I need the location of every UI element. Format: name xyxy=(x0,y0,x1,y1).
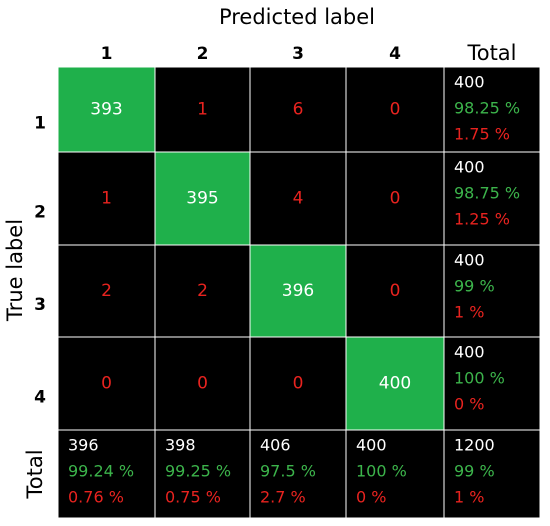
summary-accuracy: 98.25 % xyxy=(454,99,520,118)
summary-error: 0.76 % xyxy=(68,488,124,507)
cell-value: 1 xyxy=(101,189,112,209)
summary-cell xyxy=(249,429,347,519)
row-label: 1 xyxy=(34,114,46,134)
cell-value: 0 xyxy=(390,189,401,209)
summary-cell xyxy=(443,66,541,153)
cell-value: 2 xyxy=(197,281,208,301)
summary-cell xyxy=(443,336,541,431)
matrix-cell xyxy=(154,244,251,338)
summary-count: 400 xyxy=(454,251,485,270)
summary-accuracy: 99 % xyxy=(454,462,495,481)
summary-count: 400 xyxy=(356,436,387,455)
cell-value: 2 xyxy=(101,281,112,301)
summary-error: 0 % xyxy=(356,488,386,507)
cell-value: 0 xyxy=(390,100,401,120)
y-axis-title: True label xyxy=(3,219,27,322)
summary-accuracy: 99 % xyxy=(454,277,495,296)
summary-count: 398 xyxy=(165,436,196,455)
summary-accuracy: 97.5 % xyxy=(260,462,316,481)
summary-count: 396 xyxy=(68,436,99,455)
summary-cell xyxy=(154,429,251,519)
summary-count: 400 xyxy=(454,73,485,92)
total-column-header: Total xyxy=(466,41,516,65)
summary-accuracy: 100 % xyxy=(454,369,505,388)
summary-cell xyxy=(345,429,445,519)
column-label: 4 xyxy=(389,44,401,64)
row-label: 4 xyxy=(34,388,46,408)
summary-error: 1.25 % xyxy=(454,210,510,229)
summary-count: 400 xyxy=(454,158,485,177)
cell-value: 393 xyxy=(90,100,122,120)
summary-error: 0.75 % xyxy=(165,488,221,507)
cell-value: 400 xyxy=(379,374,411,394)
summary-error: 1.75 % xyxy=(454,125,510,144)
matrix-cell xyxy=(57,244,156,338)
row-label: 2 xyxy=(34,203,46,223)
matrix-cell xyxy=(57,336,156,431)
row-label: 3 xyxy=(34,295,46,315)
matrix-cell xyxy=(154,336,251,431)
summary-error: 2.7 % xyxy=(260,488,306,507)
summary-accuracy: 98.75 % xyxy=(454,184,520,203)
cell-value: 0 xyxy=(197,374,208,394)
matrix-cell xyxy=(345,151,445,246)
cell-value: 4 xyxy=(293,189,304,209)
summary-cell xyxy=(443,429,541,519)
cell-value: 396 xyxy=(282,281,314,301)
summary-accuracy: 100 % xyxy=(356,462,407,481)
total-row-header: Total xyxy=(23,449,47,499)
cell-value: 1 xyxy=(197,100,208,120)
summary-cell xyxy=(443,151,541,246)
summary-error: 1 % xyxy=(454,488,484,507)
matrix-cell xyxy=(57,66,156,153)
summary-accuracy: 99.24 % xyxy=(68,462,134,481)
x-axis-title: Predicted label xyxy=(219,5,375,29)
column-label: 1 xyxy=(101,44,113,64)
cell-value: 6 xyxy=(293,100,304,120)
cell-value: 0 xyxy=(101,374,112,394)
matrix-cell xyxy=(249,336,347,431)
summary-count: 406 xyxy=(260,436,291,455)
matrix-cell xyxy=(249,66,347,153)
matrix-cell xyxy=(345,336,445,431)
summary-count: 1200 xyxy=(454,436,495,455)
column-label: 2 xyxy=(197,44,209,64)
summary-error: 0 % xyxy=(454,395,484,414)
summary-count: 400 xyxy=(454,343,485,362)
column-label: 3 xyxy=(292,44,304,64)
matrix-cell xyxy=(345,66,445,153)
cell-value: 0 xyxy=(293,374,304,394)
summary-cell xyxy=(443,244,541,338)
cell-value: 0 xyxy=(390,281,401,301)
cell-value: 395 xyxy=(186,189,218,209)
summary-error: 1 % xyxy=(454,303,484,322)
summary-cell xyxy=(57,429,156,519)
matrix-cell xyxy=(154,66,251,153)
matrix-cell xyxy=(345,244,445,338)
matrix-cell xyxy=(249,151,347,246)
summary-accuracy: 99.25 % xyxy=(165,462,231,481)
